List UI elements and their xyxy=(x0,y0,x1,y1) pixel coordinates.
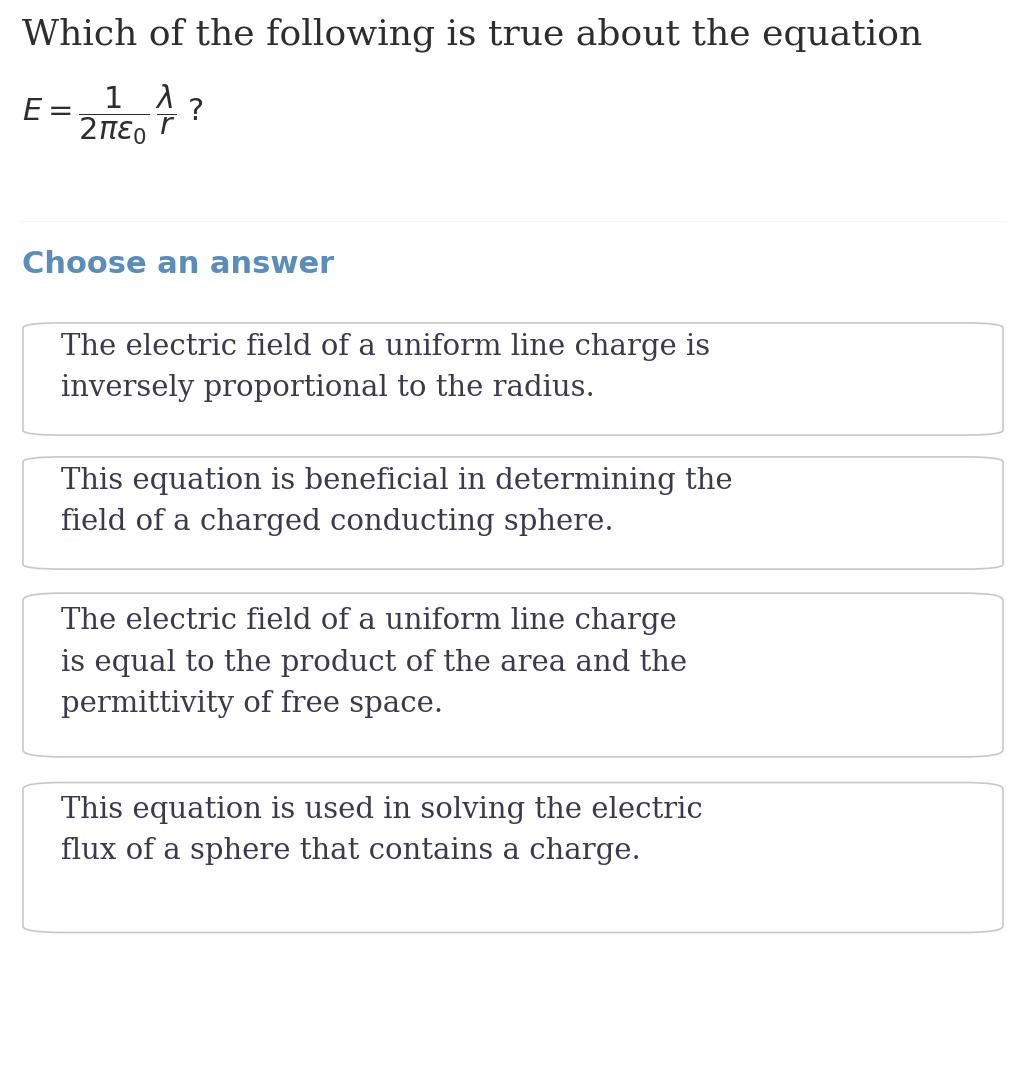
Text: The electric field of a uniform line charge is
inversely proportional to the rad: The electric field of a uniform line cha… xyxy=(61,333,710,402)
Text: $E = \dfrac{1}{2\pi\varepsilon_0}\,\dfrac{\lambda}{r}\ ?$: $E = \dfrac{1}{2\pi\varepsilon_0}\,\dfra… xyxy=(22,82,204,147)
Text: This equation is used in solving the electric
flux of a sphere that contains a c: This equation is used in solving the ele… xyxy=(61,796,703,865)
Text: The electric field of a uniform line charge
is equal to the product of the area : The electric field of a uniform line cha… xyxy=(61,608,686,717)
FancyBboxPatch shape xyxy=(23,456,1003,569)
Text: This equation is beneficial in determining the
field of a charged conducting sph: This equation is beneficial in determini… xyxy=(61,466,733,536)
Text: Which of the following is true about the equation: Which of the following is true about the… xyxy=(22,18,922,53)
Text: Choose an answer: Choose an answer xyxy=(22,250,334,279)
FancyBboxPatch shape xyxy=(23,783,1003,932)
FancyBboxPatch shape xyxy=(23,323,1003,435)
FancyBboxPatch shape xyxy=(23,593,1003,757)
